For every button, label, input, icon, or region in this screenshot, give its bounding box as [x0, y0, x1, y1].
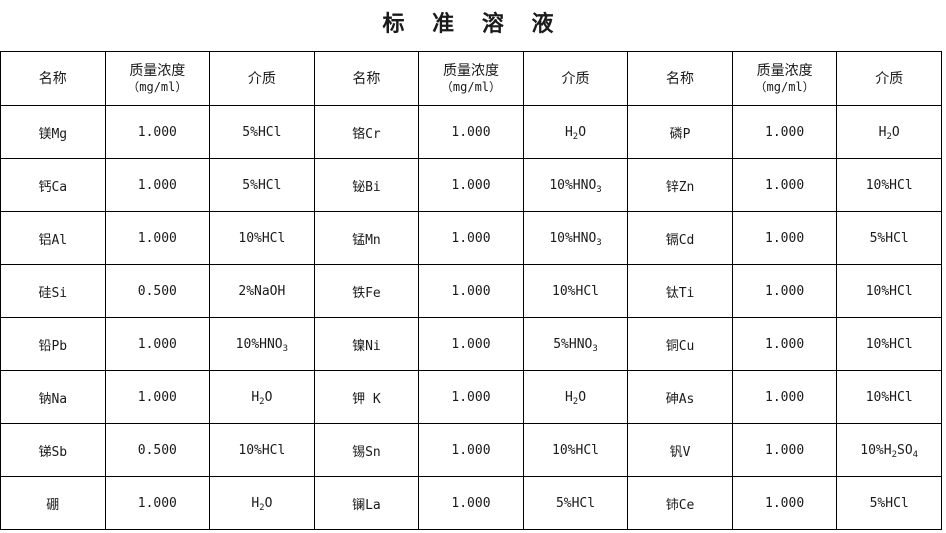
header-medium: 介质	[522, 51, 629, 106]
name-cell: 钒V	[627, 423, 733, 477]
medium-cell: 10%HCl	[836, 158, 942, 212]
medium-cell: 10%HCl	[836, 370, 942, 424]
header-concentration-unit: （mg/ml）	[440, 79, 502, 94]
medium-cell: 10%HCl	[522, 423, 629, 477]
medium-cell: 2%NaOH	[209, 264, 315, 318]
concentration-cell: 0.500	[104, 423, 211, 477]
medium-cell: H2O	[522, 105, 629, 159]
concentration-cell: 1.000	[731, 476, 838, 530]
table-row: 硅Si 0.500 2%NaOH 铁Fe 1.000 10%HCl 钛Ti 1.000 10%H…	[0, 264, 942, 318]
concentration-cell: 1.000	[418, 158, 524, 212]
table-body: 镁Mg 1.000 5%HCl 铬Cr 1.000 H2O 磷P 1.000 H2O 钙Ca 1.0…	[0, 105, 942, 530]
table-row: 钠Na 1.000 H2O 钾 K 1.000 H2O 砷As 1.000 10%HCl	[0, 370, 942, 424]
concentration-cell: 1.000	[104, 317, 211, 371]
name-cell: 钠Na	[0, 370, 106, 424]
medium-cell: 10%HCl	[209, 423, 315, 477]
header-medium: 介质	[209, 51, 315, 106]
concentration-cell: 1.000	[104, 476, 211, 530]
name-cell: 锌Zn	[627, 158, 733, 212]
table-row: 铅Pb 1.000 10%HNO3 镍Ni 1.000 5%HNO3 铜Cu 1.000 10%…	[0, 317, 942, 371]
concentration-cell: 1.000	[418, 211, 524, 265]
medium-cell: 5%HCl	[209, 105, 315, 159]
medium-cell: 10%HNO3	[522, 158, 629, 212]
concentration-cell: 1.000	[418, 317, 524, 371]
name-cell: 铋Bi	[313, 158, 420, 212]
table-row: 硼 1.000 H2O 镧La 1.000 5%HCl 铈Ce 1.000 5%HCl	[0, 476, 942, 530]
header-name: 名称	[627, 51, 733, 106]
medium-cell: 10%H2SO4	[836, 423, 942, 477]
table-row: 钙Ca 1.000 5%HCl 铋Bi 1.000 10%HNO3 锌Zn 1.000 10%H…	[0, 158, 942, 212]
page-title: 标 准 溶 液	[382, 11, 564, 37]
medium-cell: 5%HCl	[209, 158, 315, 212]
medium-cell: 10%HCl	[522, 264, 629, 318]
table-row: 镁Mg 1.000 5%HCl 铬Cr 1.000 H2O 磷P 1.000 H2O	[0, 105, 942, 159]
concentration-cell: 1.000	[731, 264, 838, 318]
name-cell: 镉Cd	[627, 211, 733, 265]
table-header-row: 名称 质量浓度 （mg/ml） 介质 名称 质量浓度 （mg/ml） 介质 名称 质…	[0, 51, 942, 106]
name-cell: 砷As	[627, 370, 733, 424]
header-concentration: 质量浓度 （mg/ml）	[731, 51, 838, 106]
name-cell: 镍Ni	[313, 317, 420, 371]
medium-cell: 5%HCl	[522, 476, 629, 530]
header-concentration-unit: （mg/ml）	[127, 79, 188, 94]
header-concentration: 质量浓度 （mg/ml）	[104, 51, 211, 106]
concentration-cell: 1.000	[104, 211, 211, 265]
name-cell: 磷P	[627, 105, 733, 159]
concentration-cell: 1.000	[731, 105, 838, 159]
medium-cell: 10%HCl	[209, 211, 315, 265]
concentration-cell: 1.000	[731, 158, 838, 212]
medium-cell: H2O	[836, 105, 942, 159]
medium-cell: H2O	[209, 476, 315, 530]
name-cell: 钾 K	[313, 370, 420, 424]
name-cell: 钛Ti	[627, 264, 733, 318]
concentration-cell: 1.000	[418, 105, 524, 159]
medium-cell: H2O	[522, 370, 629, 424]
name-cell: 铬Cr	[313, 105, 420, 159]
concentration-cell: 1.000	[731, 423, 838, 477]
header-name: 名称	[0, 51, 106, 106]
header-concentration-unit: （mg/ml）	[754, 79, 815, 94]
name-cell: 铁Fe	[313, 264, 420, 318]
name-cell: 锑Sb	[0, 423, 106, 477]
medium-cell: H2O	[209, 370, 315, 424]
name-cell: 硅Si	[0, 264, 106, 318]
concentration-cell: 1.000	[104, 158, 211, 212]
name-cell: 硼	[0, 476, 106, 530]
name-cell: 锰Mn	[313, 211, 420, 265]
concentration-cell: 1.000	[104, 370, 211, 424]
name-cell: 铝Al	[0, 211, 106, 265]
medium-cell: 10%HNO3	[209, 317, 315, 371]
name-cell: 镧La	[313, 476, 420, 530]
concentration-cell: 1.000	[418, 476, 524, 530]
concentration-cell: 1.000	[418, 423, 524, 477]
header-concentration-label: 质量浓度	[442, 62, 499, 79]
table-row: 铝Al 1.000 10%HCl 锰Mn 1.000 10%HNO3 镉Cd 1.000 5%H…	[0, 211, 942, 265]
table-row: 锑Sb 0.500 10%HCl 锡Sn 1.000 10%HCl 钒V 1.000 10%H2…	[0, 423, 942, 477]
concentration-cell: 1.000	[731, 317, 838, 371]
medium-cell: 5%HCl	[836, 211, 942, 265]
name-cell: 铜Cu	[627, 317, 733, 371]
name-cell: 镁Mg	[0, 105, 106, 159]
concentration-cell: 1.000	[418, 370, 524, 424]
header-name: 名称	[313, 51, 420, 106]
header-medium: 介质	[836, 51, 942, 106]
concentration-cell: 0.500	[104, 264, 211, 318]
medium-cell: 5%HCl	[836, 476, 942, 530]
concentration-cell: 1.000	[731, 370, 838, 424]
header-concentration-label: 质量浓度	[129, 62, 186, 79]
concentration-cell: 1.000	[104, 105, 211, 159]
medium-cell: 5%HNO3	[522, 317, 629, 371]
medium-cell: 10%HCl	[836, 317, 942, 371]
standard-solutions-table: 名称 质量浓度 （mg/ml） 介质 名称 质量浓度 （mg/ml） 介质 名称 质…	[0, 51, 942, 530]
medium-cell: 10%HCl	[836, 264, 942, 318]
header-concentration: 质量浓度 （mg/ml）	[418, 51, 524, 106]
medium-cell: 10%HNO3	[522, 211, 629, 265]
concentration-cell: 1.000	[731, 211, 838, 265]
name-cell: 铅Pb	[0, 317, 106, 371]
concentration-cell: 1.000	[418, 264, 524, 318]
name-cell: 锡Sn	[313, 423, 420, 477]
header-concentration-label: 质量浓度	[756, 62, 813, 79]
name-cell: 铈Ce	[627, 476, 733, 530]
name-cell: 钙Ca	[0, 158, 106, 212]
